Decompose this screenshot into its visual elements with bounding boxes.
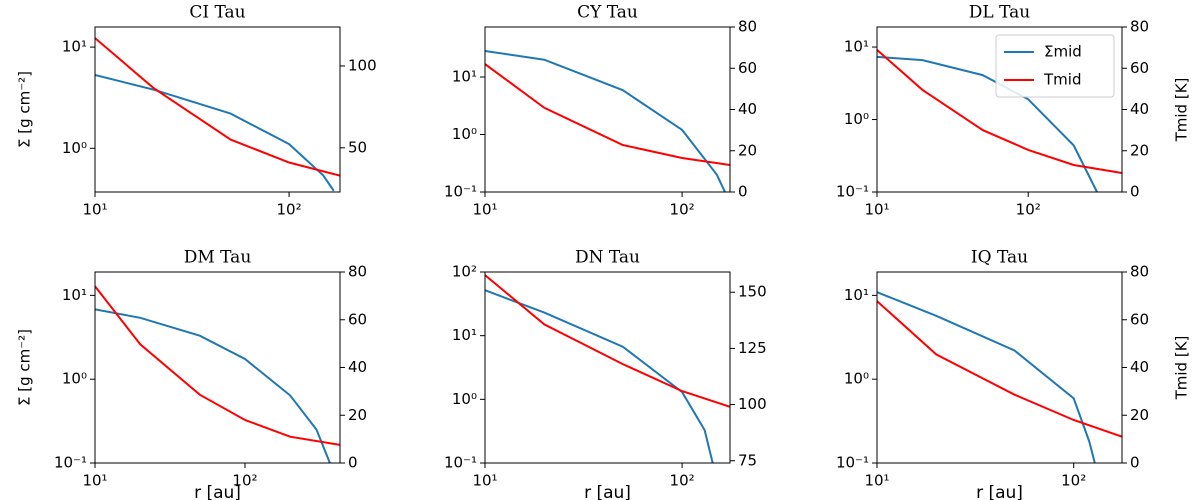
plot-frame (94, 271, 341, 464)
line-series (95, 37, 340, 177)
line-series (485, 63, 730, 166)
y-tick-label: 10¹ (62, 38, 87, 56)
subplot: DL Tau 10¹ 10² 10⁻¹ 10⁰ 10¹ 0 20 40 60 80 Tmid [K] Σ… (836, 3, 1191, 219)
y2-tick-label: 60 (1130, 59, 1149, 77)
y-tick-label: 10⁰ (452, 390, 477, 408)
x-tick-label: 10² (670, 201, 695, 219)
subplot: IQ Tau 10¹ 10² 10⁻¹ 10⁰ 10¹ 0 20 40 60 80 Tmid [K] r… (836, 248, 1191, 500)
y2-tick-label: 50 (348, 138, 367, 156)
subplot-title: DN Tau (575, 248, 640, 268)
y2-tick-label: 100 (738, 395, 767, 413)
y-tick-label: 10¹ (452, 67, 477, 85)
subplot-title: DL Tau (969, 3, 1030, 23)
subplot: CY Tau 10¹ 10² 10⁻¹ 10⁰ 10¹ 0 20 40 60 80 (444, 3, 757, 219)
subplot-title: CI Tau (189, 3, 245, 23)
y2-tick-label: 60 (348, 310, 367, 328)
y-tick-label: 10⁻¹ (444, 183, 477, 201)
y-axis-label: Σ [g cm⁻²] (16, 71, 34, 148)
x-tick-label: 10¹ (864, 472, 889, 490)
y-tick-label: 10¹ (844, 286, 869, 304)
plot-frame (876, 26, 1123, 193)
y2-tick-label: 0 (738, 183, 748, 201)
subplot-title: CY Tau (577, 3, 638, 23)
line-series (877, 291, 1096, 463)
y-tick-label: 10⁻¹ (836, 454, 869, 472)
y-tick-label: 10⁰ (62, 139, 87, 157)
x-tick-label: 10² (670, 472, 695, 490)
y2-tick-label: 20 (348, 406, 367, 424)
y-tick-label: 10¹ (844, 38, 869, 56)
x-axis-label: r [au] (584, 483, 631, 500)
y-tick-label: 10⁰ (62, 370, 87, 388)
x-tick-label: 10¹ (82, 201, 107, 219)
y2-tick-label: 80 (1130, 18, 1149, 36)
y2-tick-label: 60 (1130, 310, 1149, 328)
y2-tick-label: 20 (1130, 141, 1149, 159)
line-series (877, 300, 1122, 438)
plot-frame (484, 271, 731, 464)
x-tick-label: 10¹ (472, 472, 497, 490)
subplot: DN Tau 10¹ 10² 10⁻¹ 10⁰ 10¹ 10² 75 100 125 150 r [a… (444, 248, 767, 500)
y-tick-label: 10¹ (62, 286, 87, 304)
subplot: CI Tau 10¹ 10² 10⁰ 10¹ 50 100 Σ [g cm⁻²] (16, 3, 377, 219)
plot-frame (94, 26, 341, 193)
y-tick-label: 10¹ (452, 326, 477, 344)
y2-tick-label: 80 (738, 18, 757, 36)
x-axis-label: r [au] (976, 483, 1023, 500)
y2-tick-label: 100 (348, 56, 377, 74)
line-series (485, 50, 726, 192)
y-tick-label: 10⁰ (844, 370, 869, 388)
y2-tick-label: 40 (1130, 100, 1149, 118)
y-tick-label: 10⁰ (452, 125, 477, 143)
y2-tick-label: 40 (348, 358, 367, 376)
y-tick-label: 10⁻¹ (54, 454, 87, 472)
x-tick-label: 10² (1061, 472, 1086, 490)
y-tick-label: 10⁰ (844, 110, 869, 128)
y2-tick-label: 0 (1130, 454, 1140, 472)
x-tick-label: 10¹ (864, 201, 889, 219)
subplot-title: DM Tau (184, 248, 252, 268)
y-tick-label: 10⁻¹ (444, 454, 477, 472)
x-tick-label: 10² (232, 472, 257, 490)
y2-tick-label: 125 (738, 339, 767, 357)
y2-tick-label: 80 (1130, 263, 1149, 281)
y2-axis-label: Tmid [K] (1173, 336, 1191, 401)
y2-tick-label: 150 (738, 283, 767, 301)
y-tick-label: 10⁻¹ (836, 183, 869, 201)
line-series (95, 74, 335, 192)
legend: Σmid Tmid (995, 34, 1115, 98)
y-axis-label: Σ [g cm⁻²] (16, 329, 34, 406)
y2-tick-label: 60 (738, 59, 757, 77)
x-tick-label: 10² (277, 201, 302, 219)
x-tick-label: 10¹ (472, 201, 497, 219)
line-series (95, 285, 340, 446)
y2-tick-label: 20 (738, 141, 757, 159)
y2-tick-label: 20 (1130, 406, 1149, 424)
plot-frame (876, 271, 1123, 464)
subplot-title: IQ Tau (971, 248, 1028, 268)
legend-label: Tmid (1043, 71, 1081, 89)
y-tick-label: 10² (452, 263, 477, 281)
y2-tick-label: 80 (348, 263, 367, 281)
line-series (95, 308, 331, 463)
line-series (877, 49, 1122, 174)
legend-label: Σmid (1044, 43, 1082, 61)
y2-tick-label: 75 (738, 451, 757, 469)
line-series (485, 289, 714, 463)
x-tick-label: 10² (1016, 201, 1041, 219)
y2-tick-label: 0 (1130, 183, 1140, 201)
y2-axis-label: Tmid [K] (1173, 78, 1191, 143)
y2-tick-label: 40 (1130, 358, 1149, 376)
plot-frame (484, 26, 731, 193)
legend-box (995, 34, 1115, 98)
x-tick-label: 10¹ (82, 472, 107, 490)
y2-tick-label: 40 (738, 100, 757, 118)
line-series (485, 274, 730, 408)
y2-tick-label: 0 (348, 454, 358, 472)
x-axis-label: r [au] (194, 483, 241, 500)
subplot: DM Tau 10¹ 10² 10⁻¹ 10⁰ 10¹ 0 20 40 60 80 Σ [g cm⁻²… (16, 248, 368, 500)
